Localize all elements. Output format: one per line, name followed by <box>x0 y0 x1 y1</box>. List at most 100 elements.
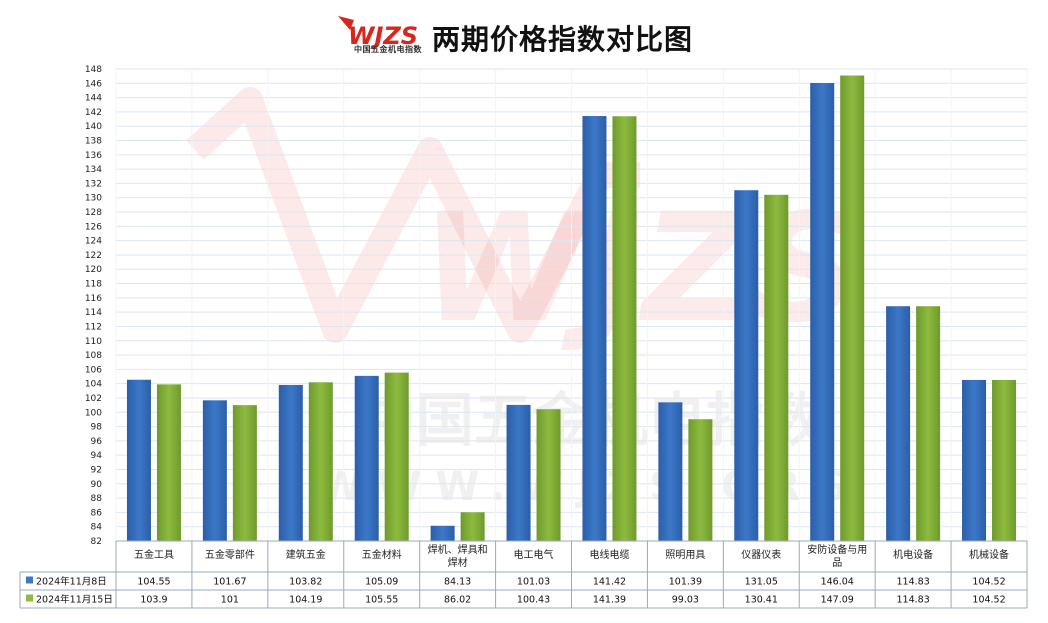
data-label: 100.43 <box>517 595 550 606</box>
y-tick-label: 84 <box>91 523 103 533</box>
bar-2 <box>536 409 561 541</box>
y-tick-label: 136 <box>85 151 102 161</box>
data-label: 104.52 <box>972 595 1005 606</box>
data-label: 101.03 <box>517 577 550 588</box>
data-label: 99.03 <box>672 595 699 606</box>
y-tick-label: 132 <box>85 179 102 189</box>
y-tick-label: 104 <box>85 380 102 390</box>
data-label: 147.09 <box>821 595 854 606</box>
y-axis: 82 84 86 88 90 92 94 96 98 100 102 104 106 108 110 112 1… <box>85 65 102 547</box>
data-label: 104.52 <box>972 577 1005 588</box>
category-label: 五金零部件 <box>205 548 255 561</box>
y-tick-label: 146 <box>85 79 102 89</box>
bar-2 <box>688 419 713 541</box>
data-label: 104.55 <box>137 577 170 588</box>
y-tick-label: 92 <box>91 465 102 475</box>
y-tick-label: 120 <box>85 265 102 275</box>
y-tick-label: 100 <box>85 408 102 418</box>
bar-1 <box>734 190 759 541</box>
y-tick-label: 102 <box>85 394 102 404</box>
data-label: 105.09 <box>365 577 398 588</box>
data-label: 114.83 <box>897 577 930 588</box>
y-tick-label: 124 <box>85 237 102 247</box>
y-tick-label: 112 <box>85 322 102 332</box>
category-label: 电线电缆 <box>589 548 629 561</box>
chart-title: 两期价格指数对比图 <box>432 23 694 56</box>
y-tick-label: 90 <box>91 480 103 490</box>
y-tick-label: 142 <box>85 108 102 118</box>
category-label: 焊机、焊具和焊材 <box>428 543 488 569</box>
y-tick-label: 94 <box>91 451 103 461</box>
bar-1 <box>810 83 835 541</box>
y-tick-label: 116 <box>85 294 102 304</box>
wjzs-logo-icon: WJZS <box>338 16 418 50</box>
y-tick-label: 126 <box>85 222 102 232</box>
category-label: 电工电气 <box>514 548 554 561</box>
bar-2 <box>764 194 789 541</box>
y-tick-label: 140 <box>85 122 102 132</box>
data-label: 146.04 <box>821 577 854 588</box>
y-tick-label: 118 <box>85 280 102 290</box>
bar-1 <box>582 116 607 541</box>
y-tick-label: 108 <box>85 351 102 361</box>
data-label: 103.82 <box>289 577 322 588</box>
category-label: 机电设备 <box>893 548 933 561</box>
bar-2 <box>840 75 865 542</box>
data-label: 131.05 <box>745 577 778 588</box>
data-label: 101.67 <box>213 577 246 588</box>
data-label: 103.9 <box>140 595 167 606</box>
bar-2 <box>308 382 333 541</box>
bars <box>126 75 1017 542</box>
category-label: 仪器仪表 <box>741 548 781 561</box>
bar-1 <box>354 375 379 541</box>
data-label: 141.42 <box>593 577 626 588</box>
category-label: 五金工具 <box>134 548 174 561</box>
bar-1 <box>202 400 227 541</box>
bar-2 <box>916 306 941 541</box>
category-label: 机械设备 <box>969 548 1009 561</box>
data-label: 101.39 <box>669 577 702 588</box>
legend-swatch-2 <box>26 594 33 602</box>
bar-1 <box>126 379 151 541</box>
data-label: 101 <box>221 595 239 606</box>
grid-lines <box>115 68 1028 542</box>
bar-1 <box>962 379 987 541</box>
bar-2 <box>384 372 409 541</box>
bar-1 <box>658 402 683 541</box>
y-tick-label: 98 <box>91 423 103 433</box>
y-tick-label: 86 <box>91 508 103 518</box>
y-tick-label: 148 <box>85 65 102 75</box>
legend-swatch-1 <box>26 576 33 584</box>
bar-2 <box>612 116 637 541</box>
bar-1 <box>506 404 531 541</box>
y-tick-label: 114 <box>85 308 102 318</box>
y-tick-label: 88 <box>91 494 103 504</box>
data-label: 105.55 <box>365 595 398 606</box>
y-tick-label: 128 <box>85 208 102 218</box>
y-tick-label: 106 <box>85 365 102 375</box>
y-tick-label: 82 <box>91 537 102 547</box>
bar-2 <box>232 405 257 541</box>
bar-1 <box>886 306 911 541</box>
legend-label-2: 2024年11月15日 <box>36 594 113 606</box>
header: WJZS 中国五金机电指数 两期价格指数对比图 <box>0 0 1048 62</box>
y-tick-label: 96 <box>91 437 103 447</box>
data-label: 84.13 <box>444 577 471 588</box>
svg-text:WJZS: WJZS <box>348 22 418 50</box>
data-label: 86.02 <box>444 595 471 606</box>
data-label: 104.19 <box>289 595 322 606</box>
bar-2 <box>156 384 181 541</box>
bar-1 <box>430 525 455 541</box>
y-tick-label: 134 <box>85 165 102 175</box>
data-label: 141.39 <box>593 595 626 606</box>
bar-2 <box>992 379 1017 541</box>
y-tick-label: 130 <box>85 194 102 204</box>
logo-caption: 中国五金机电指数 <box>354 45 422 54</box>
category-label: 建筑五金 <box>286 548 326 561</box>
bar-2 <box>460 512 485 541</box>
y-tick-label: 144 <box>85 94 102 104</box>
data-label: 114.83 <box>897 595 930 606</box>
y-tick-label: 138 <box>85 137 102 147</box>
data-label: 130.41 <box>745 595 778 606</box>
